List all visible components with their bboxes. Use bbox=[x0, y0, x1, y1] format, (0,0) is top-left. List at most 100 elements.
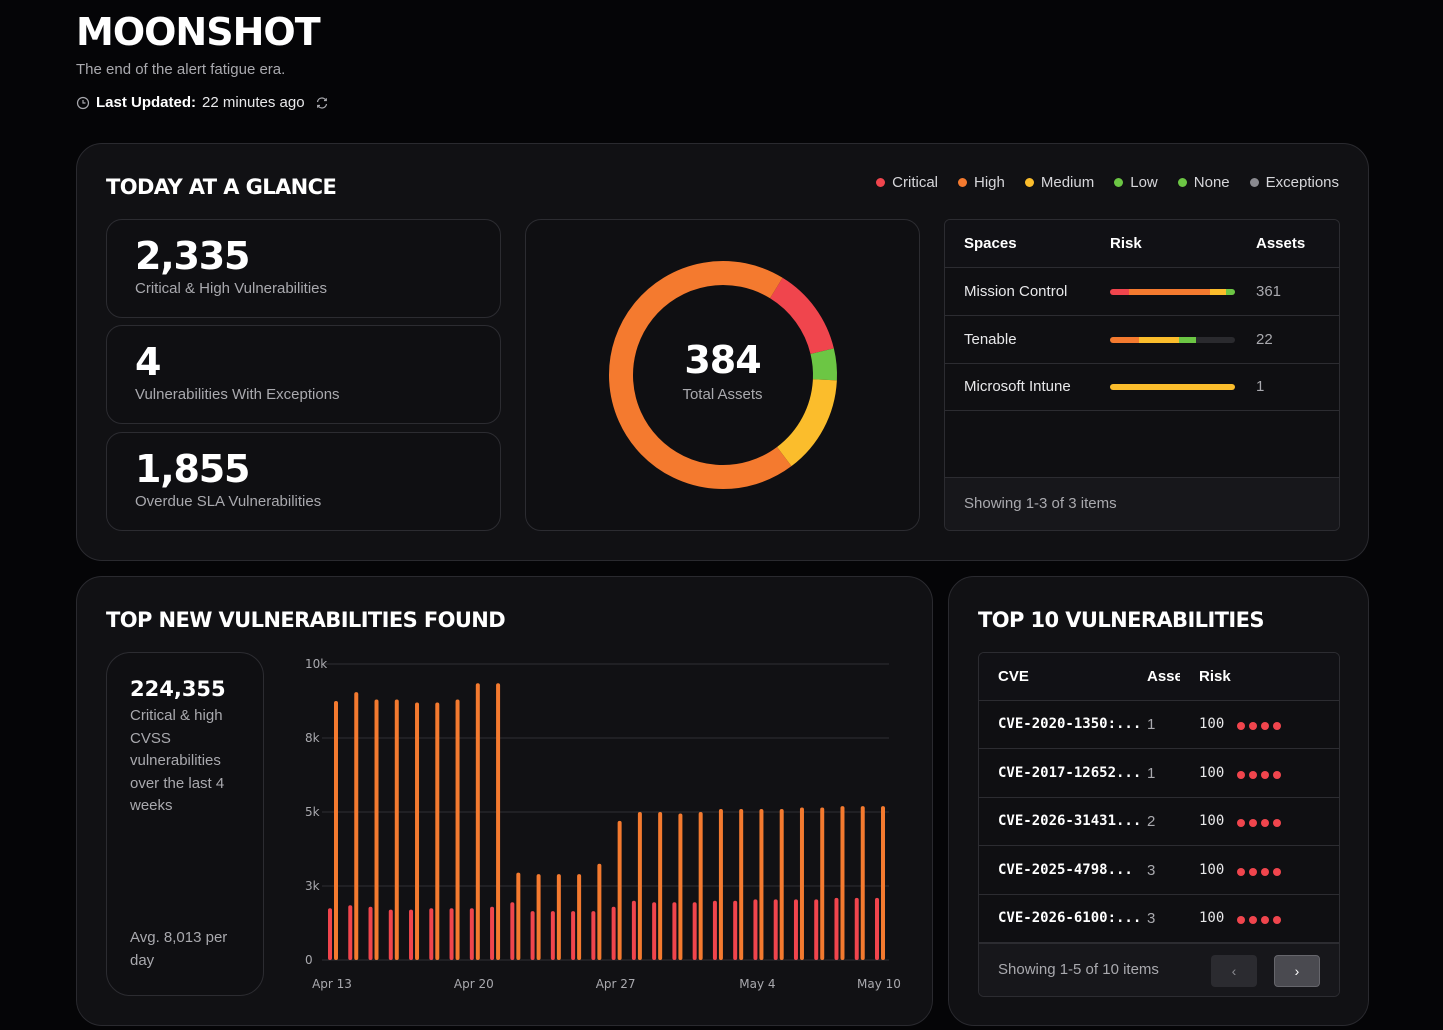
bar-apr-25-s0[interactable] bbox=[571, 911, 576, 960]
donut-segment-high[interactable] bbox=[609, 261, 792, 489]
bar-apr-22-s1[interactable] bbox=[516, 872, 521, 960]
bar-may-7-s0[interactable] bbox=[814, 899, 819, 960]
legend-high[interactable]: High bbox=[958, 174, 1005, 191]
vuln-summary: 224,355 Critical & high CVSS vulnerabili… bbox=[106, 652, 264, 996]
bar-apr-21-s0[interactable] bbox=[490, 906, 495, 960]
cve-id[interactable]: CVE-2025-4798... bbox=[998, 862, 1133, 878]
top-new-title: TOP NEW VULNERABILITIES FOUND bbox=[106, 608, 506, 632]
cve-id[interactable]: CVE-2026-31431... bbox=[998, 813, 1142, 829]
table-row[interactable]: CVE-2026-31431... 2 100 bbox=[979, 798, 1339, 846]
table-row[interactable]: Tenable 22 bbox=[945, 316, 1339, 364]
bar-apr-16-s1[interactable] bbox=[394, 699, 399, 960]
bar-apr-15-s0[interactable] bbox=[368, 906, 373, 960]
donut-segment-low[interactable] bbox=[810, 348, 837, 381]
legend-none[interactable]: None bbox=[1177, 174, 1230, 191]
bar-may-7-s1[interactable] bbox=[820, 807, 825, 960]
bar-may-5-s0[interactable] bbox=[773, 899, 778, 960]
bar-may-8-s0[interactable] bbox=[834, 897, 839, 960]
bar-apr-19-s1[interactable] bbox=[455, 699, 460, 960]
bar-apr-29-s1[interactable] bbox=[658, 812, 663, 960]
table-row[interactable]: CVE-2025-4798... 3 100 bbox=[979, 847, 1339, 895]
table-row[interactable]: Microsoft Intune 1 bbox=[945, 363, 1339, 411]
y-tick-label: 10k bbox=[305, 657, 327, 671]
bar-apr-23-s1[interactable] bbox=[536, 874, 541, 960]
bar-may-5-s1[interactable] bbox=[779, 809, 784, 960]
bar-may-9-s0[interactable] bbox=[854, 897, 859, 960]
bar-may-4-s0[interactable] bbox=[753, 899, 758, 960]
prev-page-button[interactable]: ‹ bbox=[1211, 955, 1257, 987]
legend-label: Exceptions bbox=[1265, 174, 1339, 191]
bar-apr-19-s0[interactable] bbox=[449, 908, 454, 960]
bar-apr-27-s0[interactable] bbox=[611, 906, 616, 960]
col-assets[interactable]: Assets bbox=[1256, 235, 1306, 252]
bar-apr-14-s1[interactable] bbox=[354, 692, 359, 960]
legend-dot bbox=[1114, 178, 1124, 187]
stat-overdue-sla[interactable]: 1,855 Overdue SLA Vulnerabilities bbox=[106, 432, 501, 531]
cve-id[interactable]: CVE-2026-6100:... bbox=[998, 910, 1142, 926]
stat-critical-high[interactable]: 2,335 Critical & High Vulnerabilities bbox=[106, 219, 501, 318]
stat-label: Overdue SLA Vulnerabilities bbox=[135, 493, 322, 510]
col-risk[interactable]: Risk bbox=[1199, 668, 1231, 685]
stat-exceptions[interactable]: 4 Vulnerabilities With Exceptions bbox=[106, 325, 501, 424]
legend-medium[interactable]: Medium bbox=[1024, 174, 1094, 191]
bar-apr-25-s1[interactable] bbox=[577, 874, 582, 960]
bar-may-9-s1[interactable] bbox=[860, 806, 865, 960]
bar-apr-15-s1[interactable] bbox=[374, 699, 379, 960]
bar-may-10-s1[interactable] bbox=[881, 806, 885, 960]
bar-apr-26-s0[interactable] bbox=[591, 911, 596, 960]
bar-may-2-s1[interactable] bbox=[718, 809, 723, 960]
legend-label: Low bbox=[1130, 174, 1158, 191]
donut-segment-critical[interactable] bbox=[769, 277, 834, 355]
bar-apr-30-s0[interactable] bbox=[672, 902, 677, 960]
bar-apr-18-s0[interactable] bbox=[429, 908, 434, 960]
bar-apr-20-s1[interactable] bbox=[475, 683, 480, 960]
table-row[interactable]: Mission Control 361 bbox=[945, 268, 1339, 316]
spaces-table-footer: Showing 1-3 of 3 items bbox=[945, 477, 1339, 530]
bar-apr-22-s0[interactable] bbox=[510, 902, 515, 960]
bar-may-1-s1[interactable] bbox=[698, 812, 703, 960]
bar-may-6-s0[interactable] bbox=[793, 899, 798, 960]
bar-apr-28-s1[interactable] bbox=[637, 812, 642, 960]
bar-apr-24-s1[interactable] bbox=[556, 874, 561, 960]
table-row[interactable]: CVE-2020-1350:... 1 100 bbox=[979, 701, 1339, 749]
refresh-icon[interactable] bbox=[315, 96, 329, 110]
bar-apr-26-s1[interactable] bbox=[597, 863, 602, 960]
bar-may-4-s1[interactable] bbox=[759, 809, 764, 960]
col-cve[interactable]: CVE bbox=[998, 668, 1029, 685]
bar-apr-21-s1[interactable] bbox=[496, 683, 501, 960]
bar-apr-13-s0[interactable] bbox=[328, 908, 332, 960]
bar-apr-29-s0[interactable] bbox=[652, 902, 657, 960]
bar-apr-14-s0[interactable] bbox=[348, 905, 353, 960]
bar-apr-23-s0[interactable] bbox=[530, 911, 535, 960]
bar-apr-16-s0[interactable] bbox=[388, 909, 393, 960]
bar-may-3-s0[interactable] bbox=[733, 900, 738, 960]
col-risk[interactable]: Risk bbox=[1110, 235, 1142, 252]
bar-apr-13-s1[interactable] bbox=[334, 701, 338, 960]
table-row[interactable]: CVE-2017-12652... 1 100 bbox=[979, 750, 1339, 798]
col-spaces[interactable]: Spaces bbox=[964, 235, 1017, 252]
bar-may-2-s0[interactable] bbox=[712, 900, 717, 960]
cve-id[interactable]: CVE-2020-1350:... bbox=[998, 716, 1142, 732]
bar-apr-30-s1[interactable] bbox=[678, 813, 683, 960]
legend-critical[interactable]: Critical bbox=[876, 174, 938, 191]
donut-segment-medium[interactable] bbox=[776, 378, 837, 467]
bar-apr-28-s0[interactable] bbox=[631, 900, 636, 960]
bar-may-10-s0[interactable] bbox=[875, 897, 879, 960]
bar-apr-17-s1[interactable] bbox=[415, 702, 420, 960]
bar-apr-18-s1[interactable] bbox=[435, 702, 440, 960]
risk-bar-segment bbox=[1138, 337, 1179, 343]
bar-apr-24-s0[interactable] bbox=[550, 911, 555, 960]
bar-may-1-s0[interactable] bbox=[692, 902, 697, 960]
bar-apr-20-s0[interactable] bbox=[469, 908, 474, 960]
cve-id[interactable]: CVE-2017-12652... bbox=[998, 765, 1142, 781]
bar-may-3-s1[interactable] bbox=[739, 809, 744, 960]
bar-apr-17-s0[interactable] bbox=[409, 909, 414, 960]
table-row[interactable]: CVE-2026-6100:... 3 100 bbox=[979, 895, 1339, 943]
legend-low[interactable]: Low bbox=[1114, 174, 1158, 191]
bar-apr-27-s1[interactable] bbox=[617, 820, 622, 960]
col-assets[interactable]: Assets bbox=[1147, 668, 1180, 685]
bar-may-8-s1[interactable] bbox=[840, 806, 845, 960]
next-page-button[interactable]: › bbox=[1274, 955, 1320, 987]
legend-exceptions[interactable]: Exceptions bbox=[1249, 174, 1339, 191]
bar-may-6-s1[interactable] bbox=[799, 807, 804, 960]
